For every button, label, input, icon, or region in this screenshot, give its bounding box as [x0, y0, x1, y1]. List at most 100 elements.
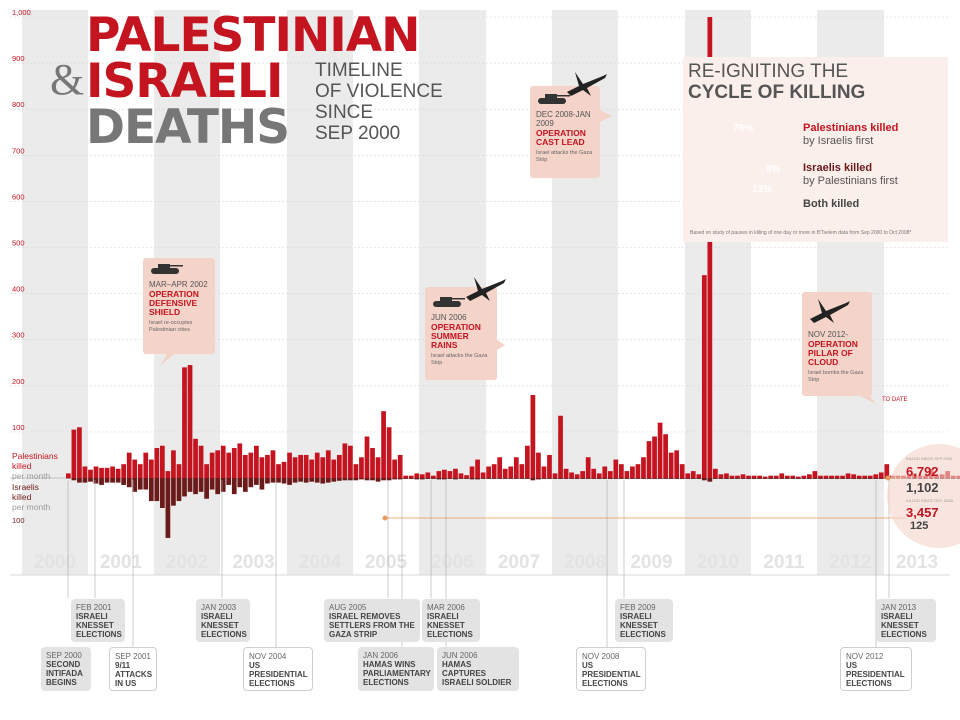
isr-bar: [668, 478, 674, 479]
pal-bar: [198, 445, 204, 478]
callout-defensive-shield: MAR–APR 2002 OPERATION DEFENSIVE SHIELD …: [143, 258, 215, 354]
legend-rest: by Palestinians first: [803, 175, 898, 187]
isr-bar: [679, 478, 685, 479]
isr-bar: [392, 478, 397, 480]
pal-bar: [430, 475, 436, 478]
isr-bar: [77, 478, 82, 483]
pal-bar: [281, 461, 287, 478]
isr-bar: [735, 478, 740, 479]
isr-bar: [547, 478, 552, 479]
pal-bar: [469, 466, 475, 478]
isr-bar: [88, 478, 93, 482]
pal-bar: [165, 471, 171, 478]
isr-bar: [187, 478, 193, 492]
isr-bar: [198, 478, 204, 492]
pal-bar: [663, 434, 668, 478]
isr-bar: [292, 478, 298, 483]
event-jan-2013: JAN 2013 ISRAELI KNESSET ELECTIONS: [876, 599, 936, 642]
isr-bar: [596, 478, 602, 479]
side-label-line: killed: [12, 461, 32, 471]
callout-pointer: [160, 354, 174, 366]
pal-bar: [762, 476, 768, 478]
isr-bar: [878, 478, 884, 479]
isr-bar: [740, 478, 746, 479]
year-band: [22, 10, 88, 575]
isr-bar: [685, 478, 691, 479]
event-date: JUN 2006: [442, 651, 478, 660]
pal-bar: [265, 454, 270, 478]
pal-bar: [176, 464, 182, 478]
pal-bar: [729, 475, 735, 478]
side-label-line: per month: [12, 471, 51, 481]
isr-bar: [298, 478, 303, 482]
pal-bar: [386, 427, 392, 478]
isr-bar: [436, 478, 442, 480]
isr-bar: [270, 478, 276, 483]
isr-bar: [784, 478, 790, 479]
pal-bar: [320, 457, 326, 478]
isr-bar: [563, 478, 569, 479]
pal-bar: [491, 464, 497, 478]
pal-bar: [536, 452, 541, 478]
isr-bar: [530, 478, 536, 481]
pal-bar: [425, 472, 431, 478]
isr-bar: [707, 478, 713, 482]
isr-bar: [491, 478, 497, 479]
pal-bar: [88, 469, 93, 478]
subtitle-line: SINCE: [315, 102, 374, 123]
pal-bar: [569, 472, 574, 478]
pal-bar: [768, 475, 774, 478]
isr-bar: [237, 478, 243, 488]
pal-bar: [364, 436, 370, 478]
isr-bar: [259, 478, 265, 490]
pal-bar: [77, 427, 82, 478]
callout-desc: Israel bombs the Gaza Strip: [808, 370, 864, 383]
isr-bar: [801, 478, 807, 479]
fighter-jet-icon: [466, 277, 506, 301]
callout-name: OPERATION DEFENSIVE SHIELD: [149, 289, 199, 317]
isr-bar: [226, 478, 232, 485]
isr-bar: [480, 478, 486, 479]
callout-desc: Israel attacks the Gaza Strip: [536, 150, 593, 163]
isr-bar: [148, 478, 154, 502]
subtitle: TIMELINE OF VIOLENCE SINCE SEP 2000: [315, 60, 443, 144]
isr-bar: [873, 478, 879, 479]
pal-bar: [624, 471, 630, 478]
isr-bar: [370, 478, 375, 481]
isr-bar: [132, 478, 138, 492]
isr-bar: [768, 478, 774, 479]
isr-bar: [464, 478, 469, 479]
pal-bar: [419, 474, 425, 478]
legend-rest: by Israelis first: [803, 135, 874, 147]
isr-bar: [447, 478, 453, 479]
pal-bar: [513, 457, 519, 478]
pal-bar: [580, 471, 586, 478]
isr-bar: [607, 478, 613, 479]
pal-bar: [104, 467, 110, 478]
isr-bar: [779, 478, 785, 479]
isr-bar: [829, 478, 834, 479]
year-label: 2003: [232, 552, 274, 573]
pal-total: 6,792: [906, 464, 939, 479]
isr-bar: [585, 478, 591, 479]
event-nov-2012: NOV 2012 US PRESIDENTIAL ELECTIONS: [840, 647, 912, 691]
isr-bar: [613, 478, 619, 479]
pal-bar: [701, 275, 707, 478]
fighter-jet-icon: [810, 299, 850, 323]
isr-bar: [160, 478, 165, 508]
year-label: 2007: [498, 552, 540, 573]
isr-bar: [856, 478, 862, 479]
pal-bar: [171, 450, 176, 478]
pal-bar: [668, 452, 674, 478]
y-tick-label: 700: [12, 146, 25, 155]
title-line-2: ISRAELI: [86, 54, 283, 109]
pal-bar: [397, 454, 403, 478]
isr-bar: [442, 478, 447, 480]
isr-bar: [204, 478, 209, 499]
callout-desc: Israel attacks the Gaza Strip: [431, 353, 488, 366]
pie-pct-13: 13%: [752, 184, 773, 195]
isr-bar: [110, 478, 115, 483]
pal-bar: [724, 473, 729, 478]
y-tick-label-negative: 100: [12, 516, 25, 525]
isr-bar: [602, 478, 608, 479]
